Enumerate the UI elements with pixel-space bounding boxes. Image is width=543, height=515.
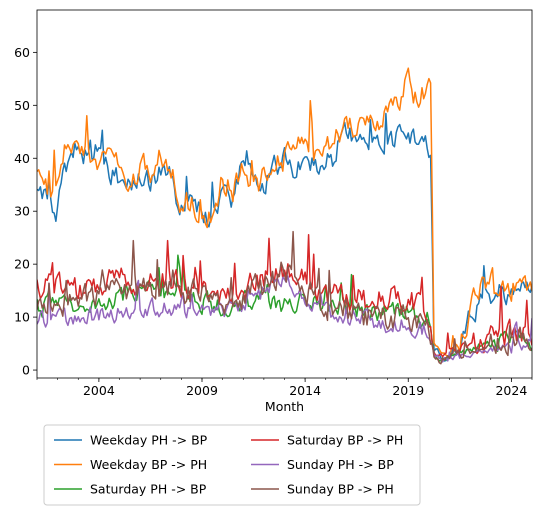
series-line-4 xyxy=(37,274,532,363)
x-tick-label: 2019 xyxy=(392,383,424,398)
x-tick-label: 2009 xyxy=(186,383,218,398)
series-line-5 xyxy=(37,230,532,365)
plot-area xyxy=(36,9,533,379)
series-line-3 xyxy=(37,233,532,358)
y-tick-label: 0 xyxy=(22,363,30,378)
series-layer xyxy=(37,67,532,365)
legend-box xyxy=(43,424,421,506)
x-tick-label: 2004 xyxy=(83,383,115,398)
legend: Weekday PH -> BP Weekday BP -> PH Saturday… xyxy=(43,424,421,506)
plot-frame xyxy=(36,9,533,379)
legend-label: Sunday BP -> PH xyxy=(287,482,394,497)
y-tick-label: 30 xyxy=(14,204,30,219)
y-axis: 0 10 20 30 40 50 60 xyxy=(14,45,37,378)
x-axis: 2004 2009 2014 2019 2024 xyxy=(36,378,533,398)
y-tick-label: 10 xyxy=(14,310,30,325)
x-tick-label: 2024 xyxy=(495,383,527,398)
x-tick-label: 2014 xyxy=(289,383,321,398)
legend-label: Saturday PH -> BP xyxy=(90,482,207,497)
legend-label: Saturday BP -> PH xyxy=(287,433,403,448)
legend-label: Sunday PH -> BP xyxy=(287,457,394,472)
y-tick-label: 20 xyxy=(14,257,30,272)
y-tick-label: 60 xyxy=(14,45,30,60)
y-tick-label: 50 xyxy=(14,98,30,113)
legend-label: Weekday BP -> PH xyxy=(90,457,207,472)
legend-label: Weekday PH -> BP xyxy=(90,433,208,448)
x-axis-label: Month xyxy=(265,399,304,414)
y-tick-label: 40 xyxy=(14,151,30,166)
